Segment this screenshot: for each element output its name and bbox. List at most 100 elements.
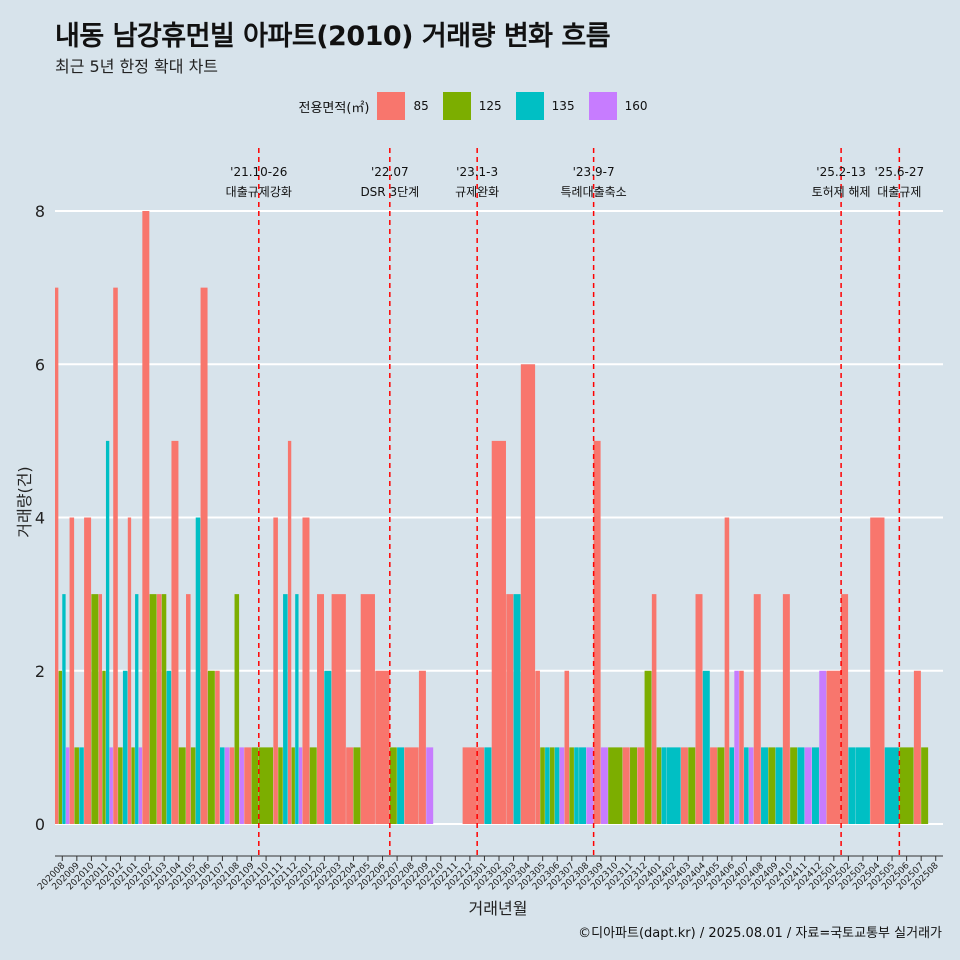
bar-85-202502 [841,594,849,825]
legend-swatch-85 [377,92,406,120]
legend-label-85: 85 [413,99,429,113]
bar-125-202506 [899,747,914,825]
bar-85-202405 [710,747,718,825]
bars [55,211,929,825]
bar-85-202009 [69,517,75,824]
bar-85-202105 [186,594,191,825]
bar-125-202103 [161,594,167,825]
bar-125-202410 [790,747,798,825]
bar-135-202301 [484,747,492,825]
bar-135-202303 [513,594,521,825]
x-axis-label: 거래년월 [469,899,528,918]
y-tick-label: 8 [35,202,45,221]
bar-85-202106 [200,287,208,825]
bar-125-202108 [234,594,240,825]
legend-item-160: 160 [588,92,648,120]
bar-85-202203 [331,594,346,825]
bar-135-202505 [884,747,900,825]
bar-85-202102 [142,211,150,824]
bar-125-202405 [717,747,725,825]
legend: 전용면적(㎡) 85 125 135 160 [0,92,960,120]
event-label: DSR 3단계 [360,185,419,199]
bar-85-202104 [171,440,179,825]
bar-85-202011 [98,594,103,825]
bar-135-202305 [545,747,550,825]
bar-160-202412 [819,670,827,824]
event-date: '22.07 [371,165,409,179]
bar-135-202101 [135,594,139,825]
bar-85-202404 [695,594,703,825]
bar-135-202407 [744,747,749,825]
bar-85-202008 [55,287,59,825]
bar-135-202202 [324,670,332,824]
bar-135-202107 [219,747,225,825]
bar-125-202207 [389,747,397,825]
bar-125-202110 [258,747,274,825]
bar-160-202011 [109,747,113,825]
bar-85-202307 [564,670,570,824]
bar-125-202311 [630,747,637,825]
bar-160-202407 [748,747,754,825]
bar-85-202205 [360,594,375,825]
bar-85-202403 [680,747,688,825]
legend-item-125: 125 [442,92,502,120]
legend-label-160: 160 [624,99,648,113]
bar-135-202105 [195,517,201,824]
bar-160-202008 [65,747,70,825]
bar-125-202102 [149,594,157,825]
bar-160-202108 [239,747,244,825]
bar-125-202104 [178,747,186,825]
event-label: 특례대출축소 [560,185,626,199]
bar-135-202408 [761,747,769,825]
bar-135-202009 [79,747,84,825]
bar-135-202401 [661,747,667,825]
y-tick-label: 4 [35,509,45,528]
bar-160-202309 [600,747,608,825]
event-label: 대출규제 [877,185,921,199]
bar-160-202308 [586,747,594,825]
bar-85-202309 [593,440,601,825]
bar-135-202112 [295,594,299,825]
bar-160-202406 [734,670,739,824]
bar-160-202209 [426,747,434,825]
bar-85-202408 [753,594,761,825]
bar-160-202411 [804,747,812,825]
event-date: '23.9-7 [573,165,615,179]
bar-125-202204 [353,747,361,825]
bar-85-202112 [287,440,292,825]
bar-85-202406 [724,517,730,824]
bar-160-202306 [559,747,565,825]
bar-85-202401 [651,594,657,825]
y-tick-label: 6 [35,355,45,374]
bar-135-202111 [283,594,288,825]
bar-135-202503 [855,747,870,825]
bar-125-202106 [207,670,215,824]
bar-85-202107 [215,670,220,824]
bar-135-202412 [811,747,819,825]
bar-135-202103 [166,670,172,824]
bar-160-202101 [138,747,143,825]
bar-125-202009 [74,747,79,825]
bar-85-202212 [462,747,477,825]
bar-135-202409 [775,747,783,825]
bar-160-202112 [298,747,303,825]
bar-135-202008 [62,594,66,825]
y-axis-label: 거래량(건) [15,466,34,537]
chart-title: 내동 남강휴먼빌 아파트(2010) 거래량 변화 흐름 [55,21,611,52]
bar-125-202310 [608,747,623,825]
bar-125-202305 [540,747,545,825]
bar-85-202101 [127,517,132,824]
bar-125-202101 [131,747,135,825]
y-tick-label: 2 [35,662,45,681]
bar-85-202206 [375,670,390,824]
bar-125-202010 [91,594,99,825]
bar-125-202109 [251,747,259,825]
bar-85-202407 [739,670,744,824]
bar-85-202208 [404,747,419,825]
bar-125-202111 [278,747,283,825]
event-date: '25.2-13 [816,165,866,179]
legend-item-135: 135 [515,92,575,120]
bar-135-202502 [848,747,856,825]
source-caption: ©디아파트(dapt.kr) / 2025.08.01 / 자료=국토교통부 실… [578,926,942,941]
